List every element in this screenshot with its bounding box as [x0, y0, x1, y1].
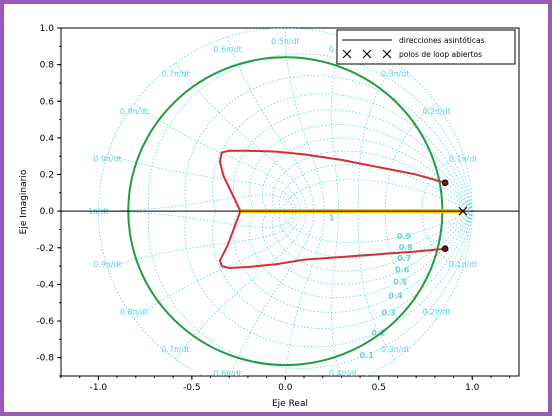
damping-label: 0.1 [360, 351, 375, 360]
legend-x-swatch [342, 49, 352, 59]
damping-contour [283, 210, 473, 244]
frequency-contour [133, 103, 301, 212]
damping-contour [271, 150, 473, 212]
frequency-label: 0.6π/dt [213, 45, 241, 54]
damping-contour [261, 210, 473, 285]
y-tick-label: -0.8 [36, 354, 54, 364]
frequency-label: 0.7π/dt [161, 69, 189, 78]
x-axis-label: Eje Real [272, 399, 308, 409]
frequency-contour [107, 211, 297, 269]
frequency-label: 0.4π/dt [329, 369, 357, 378]
damping-label: 0.3 [381, 308, 395, 317]
legend-x-swatch [362, 49, 372, 59]
y-tick-label: -0.6 [36, 317, 54, 327]
x-tick-label: 0.5 [372, 383, 386, 393]
y-tick-label: 0.4 [40, 134, 55, 144]
frequency-label: 0.8π/dt [120, 307, 148, 316]
x-tick-label: 1.0 [465, 383, 480, 393]
x-tick-label: 0.0 [278, 383, 293, 393]
frequency-contour [230, 211, 315, 376]
y-tick-label: 0.0 [40, 207, 55, 217]
frequency-label: 0.1π/dt [449, 155, 477, 164]
frequency-contour [421, 154, 464, 212]
legend-label: direcciones asintóticas [399, 36, 485, 45]
y-axis-label: Eje Imaginario [19, 169, 29, 234]
frequency-contour [330, 36, 344, 212]
frequency-contour [175, 211, 307, 360]
damping-label: 0.6 [395, 266, 410, 275]
frequency-label: 0.2π/dt [422, 307, 450, 316]
y-tick-label: 0.6 [40, 97, 55, 107]
frequency-contour [98, 194, 294, 212]
damping-contour [279, 164, 473, 212]
frequency-contour [384, 103, 437, 212]
damping-label: 0.2 [371, 328, 385, 337]
frequency-contour [107, 154, 297, 212]
frequency-label: 0.2π/dt [422, 107, 450, 116]
frequency-contour [285, 211, 325, 376]
frequency-contour [227, 36, 315, 212]
damping-label: 0.7 [397, 254, 411, 263]
frequency-label: 0.8π/dt [120, 107, 148, 116]
damping-contour [261, 137, 473, 212]
damping-label: 0.4 [389, 292, 404, 301]
plot-content: 1 0.9 0.8 0.7 0.6 0.5 0.4 0.3 0.2 0.1 0.1π/dt 0.2π/… [61, 28, 519, 378]
closed-loop-pole-dot [441, 245, 449, 253]
damping-label: 0.8 [399, 243, 414, 252]
frequency-label: 0.7π/dt [161, 345, 189, 354]
y-tick-label: 0.8 [40, 61, 55, 71]
legend-x-swatch [382, 49, 392, 59]
damping-label: 0.5 [393, 277, 408, 286]
damping-contour [283, 179, 473, 212]
damping-label: 1 [329, 214, 335, 223]
open-loop-pole-marker [458, 206, 468, 216]
frequency-contour [330, 211, 341, 376]
damping-contour [147, 211, 473, 369]
damping-contour [211, 211, 473, 329]
frequency-label: 0.5π/dt [271, 37, 299, 46]
damping-contour [232, 109, 473, 212]
legend-box [336, 29, 516, 65]
frequency-label: 0.6π/dt [213, 369, 241, 378]
y-tick-label: 1.0 [40, 24, 55, 34]
damping-contour [249, 124, 473, 212]
frequency-contour [284, 28, 325, 212]
y-tick-label: -0.4 [36, 280, 54, 290]
root-locus-chart: 1 0.9 0.8 0.7 0.6 0.5 0.4 0.3 0.2 0.1 0.1π/dt 0.2π/… [19, 24, 520, 409]
frequency-contour [98, 210, 294, 228]
frequency-contour [421, 211, 464, 269]
damping-contour [232, 210, 473, 313]
frequency-label: 0.1π/dt [449, 260, 477, 269]
frequency-contour [175, 62, 307, 212]
damping-contour [249, 210, 473, 299]
closed-loop-pole-dot [441, 179, 449, 187]
damping-contour [211, 93, 473, 212]
damping-label: 0.9 [397, 232, 412, 241]
legend: direcciones asintóticas polos de loop abi… [336, 29, 516, 65]
frequency-label: 0.9π/dt [93, 260, 121, 269]
frequency-label: 0.9π/dt [93, 155, 121, 164]
y-tick-label: 0.2 [40, 171, 54, 181]
damping-contour [279, 210, 473, 259]
frequency-contour [384, 211, 437, 320]
plot-area [60, 27, 520, 377]
frequency-label: 0.3π/dt [381, 345, 409, 354]
frequency-contour [133, 211, 301, 320]
legend-label: polos de loop abiertos [399, 50, 482, 59]
x-tick-label: -0.5 [183, 383, 201, 393]
y-tick-label: -0.2 [36, 244, 54, 254]
frequency-label: 0.3π/dt [381, 69, 409, 78]
zgrid [97, 28, 473, 376]
x-tick-label: -1.0 [90, 383, 108, 393]
damping-contour [271, 210, 473, 272]
damping-contour [147, 53, 473, 212]
